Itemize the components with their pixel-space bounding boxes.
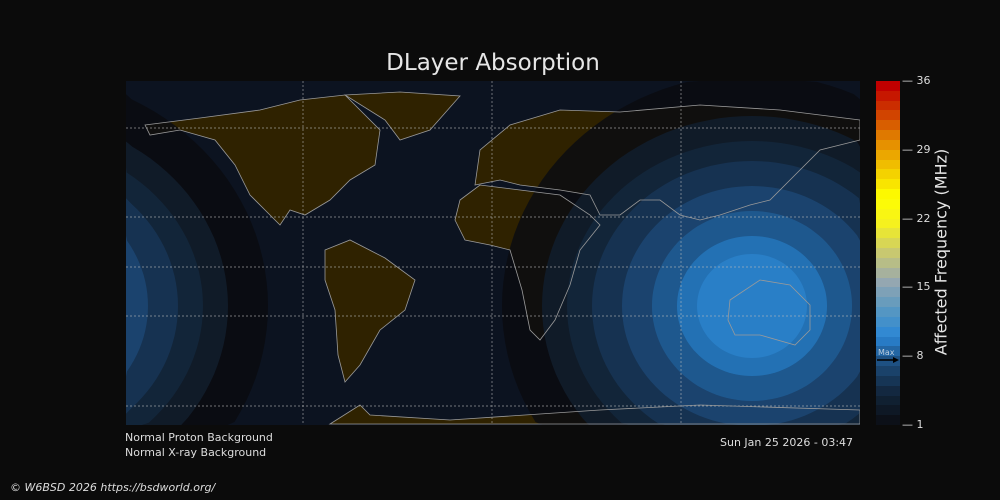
colorbar-band	[876, 248, 900, 258]
colorbar-band	[876, 159, 900, 170]
colorbar-tick: — 36	[902, 74, 931, 87]
colorbar-band	[876, 277, 900, 288]
colorbar-band	[876, 336, 900, 347]
colorbar-band	[876, 405, 900, 416]
colorbar-tick: — 29	[902, 142, 931, 156]
colorbar-band	[876, 130, 900, 140]
colorbar-band	[876, 110, 900, 121]
colorbar-band	[876, 90, 900, 101]
colorbar-band	[876, 120, 900, 131]
colorbar	[876, 81, 900, 425]
colorbar-tick: — 15	[902, 280, 931, 294]
contour-level	[126, 161, 178, 425]
xray-status: Normal X-ray Background	[125, 446, 267, 459]
colorbar-band	[876, 366, 900, 376]
contour-level	[126, 186, 148, 425]
colorbar-tick: — 8	[902, 349, 924, 363]
colorbar-band	[876, 179, 900, 190]
colorbar-band	[876, 375, 900, 386]
colorbar-band	[876, 287, 900, 298]
colorbar-band	[876, 208, 900, 219]
colorbar-band	[876, 346, 900, 357]
max-arrow-icon	[877, 357, 899, 363]
copyright: © W6BSD 2026 https://bsdworld.org/	[10, 481, 216, 494]
colorbar-band	[876, 198, 900, 209]
max-marker-label: Max	[878, 348, 895, 357]
world-map	[126, 81, 860, 425]
colorbar-band	[876, 326, 900, 337]
colorbar-band	[876, 316, 900, 327]
colorbar-band	[876, 238, 900, 249]
colorbar-band	[876, 385, 900, 396]
colorbar-band	[876, 100, 900, 111]
proton-status: Normal Proton Background	[125, 431, 273, 444]
colorbar-band	[876, 169, 900, 180]
absorption-contours	[126, 81, 860, 425]
colorbar-band	[876, 228, 900, 239]
colorbar-band	[876, 189, 900, 199]
colorbar-band	[876, 307, 900, 317]
colorbar-band	[876, 149, 900, 160]
colorbar-label: Affected Frequency (MHz)	[931, 148, 951, 356]
colorbar-band	[876, 356, 900, 367]
colorbar-tick: — 22	[902, 211, 931, 225]
colorbar-tick: — 1	[902, 418, 924, 431]
colorbar-band	[876, 395, 900, 406]
chart-title: DLayer Absorption	[386, 50, 600, 76]
colorbar-band	[876, 297, 900, 308]
contour-level	[697, 254, 807, 358]
colorbar-band	[876, 415, 900, 425]
colorbar-band	[876, 257, 900, 268]
colorbar-band	[876, 139, 900, 150]
timestamp: Sun Jan 25 2026 - 03:47	[720, 436, 854, 449]
colorbar-band	[876, 218, 900, 229]
colorbar-band	[876, 267, 900, 278]
gridlines	[126, 81, 860, 425]
colorbar-band	[876, 81, 900, 91]
